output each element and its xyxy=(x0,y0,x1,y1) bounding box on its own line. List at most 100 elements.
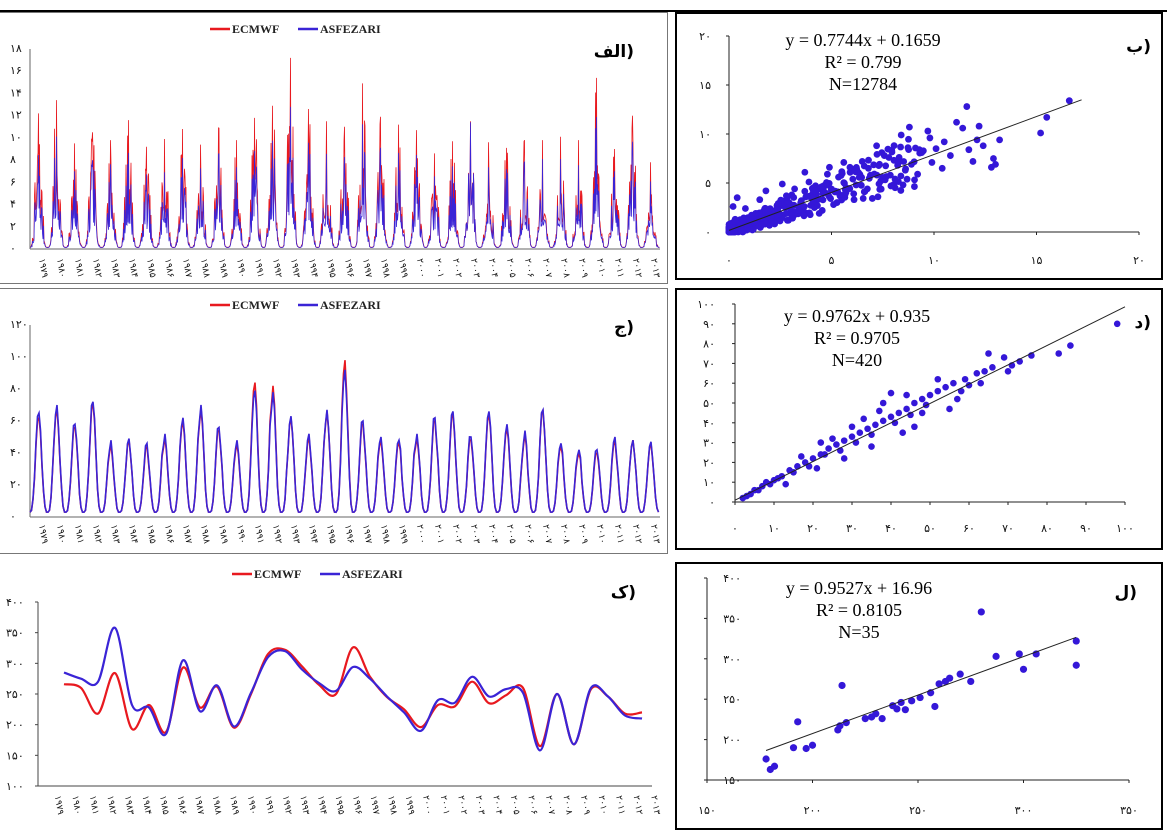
x-tick-label-alef-27: ۲۰۰۶ xyxy=(522,258,535,279)
data-point-dal-8 xyxy=(981,368,988,375)
x-tick-label-alef-32: ۲۰۱۱ xyxy=(612,258,625,279)
x-tick-label-kaf-8: ۱۹۸۷ xyxy=(192,795,205,816)
x-tick-label-alef-31: ۲۰۱۰ xyxy=(594,258,607,279)
data-point-dal-9 xyxy=(973,370,981,377)
x-tick-label-kaf-0: ۱۹۷۹ xyxy=(52,795,65,816)
data-point-lam-33 xyxy=(1072,637,1080,645)
x-tick-label-kaf-28: ۲۰۰۷ xyxy=(543,795,556,816)
data-point-be-21 xyxy=(885,154,893,161)
y-tick-label-je-3: ۶۰ xyxy=(10,414,22,427)
x-tick-label-be-2: ۱۰ xyxy=(928,254,940,267)
data-point-dal-62 xyxy=(829,435,836,442)
y-tick-label-alef-6: ۱۲ xyxy=(10,109,22,122)
data-point-cloud-be xyxy=(888,148,896,156)
x-tick-label-alef-20: ۱۹۹۹ xyxy=(396,258,409,279)
x-tick-label-je-18: ۱۹۹۷ xyxy=(360,524,373,545)
panel-label-alef: الف) xyxy=(594,42,634,62)
x-tick-label-alef-3: ۱۹۸۲ xyxy=(90,258,103,279)
data-point-dal-15 xyxy=(926,391,934,399)
equation-lam: y = 0.9527x + 16.96 xyxy=(786,578,932,598)
data-point-be-18 xyxy=(996,136,1003,144)
x-tick-label-alef-18: ۱۹۹۷ xyxy=(360,258,373,279)
data-point-be-38 xyxy=(733,194,741,202)
x-tick-label-alef-5: ۱۹۸۴ xyxy=(126,258,139,279)
x-tick-label-dal-9: ۹۰ xyxy=(1080,522,1092,535)
x-tick-label-alef-25: ۲۰۰۴ xyxy=(486,258,499,279)
y-tick-label-be-1: ۵ xyxy=(705,177,711,190)
x-tick-label-lam-2: ۲۵۰ xyxy=(909,804,927,817)
data-point-dal-31 xyxy=(840,437,848,444)
data-point-dal-70 xyxy=(782,480,789,488)
y-tick-label-dal-5: ۵۰ xyxy=(703,397,715,410)
data-point-be-20 xyxy=(918,149,926,157)
x-tick-label-kaf-23: ۲۰۰۲ xyxy=(455,795,468,816)
data-point-dal-58 xyxy=(954,395,961,403)
x-tick-label-je-29: ۲۰۰۸ xyxy=(558,524,571,545)
x-tick-label-lam-3: ۳۰۰ xyxy=(1015,804,1033,817)
data-point-cloud-be xyxy=(838,168,846,176)
x-tick-label-alef-29: ۲۰۰۸ xyxy=(558,258,571,279)
x-tick-label-je-13: ۱۹۹۲ xyxy=(270,524,283,545)
x-tick-label-kaf-30: ۲۰۰۹ xyxy=(578,795,591,816)
x-tick-label-alef-2: ۱۹۸۱ xyxy=(72,258,85,279)
data-point-be-36 xyxy=(742,205,749,212)
x-tick-label-alef-4: ۱۹۸۳ xyxy=(108,258,121,279)
data-point-dal-18 xyxy=(911,399,918,407)
legend-label-asfezari-alef: ASFEZARI xyxy=(320,22,381,36)
data-point-lam-14 xyxy=(878,714,886,723)
data-point-dal-12 xyxy=(950,379,957,387)
x-tick-label-je-6: ۱۹۸۵ xyxy=(144,524,157,545)
data-point-cloud-be xyxy=(790,194,798,201)
x-tick-label-be-3: ۱۵ xyxy=(1031,254,1043,267)
data-point-cloud-be xyxy=(897,187,905,194)
data-point-cloud-be xyxy=(849,175,857,183)
data-point-be-48 xyxy=(815,209,823,217)
data-point-dal-2 xyxy=(1055,350,1062,357)
y-tick-label-be-3: ۱۵ xyxy=(699,79,711,92)
x-tick-label-kaf-24: ۲۰۰۳ xyxy=(473,795,486,816)
data-point-cloud-be xyxy=(868,195,876,202)
x-tick-label-alef-28: ۲۰۰۷ xyxy=(540,258,553,279)
x-tick-label-dal-5: ۵۰ xyxy=(924,522,936,535)
x-tick-label-kaf-2: ۱۹۸۱ xyxy=(87,795,100,816)
data-point-lam-5 xyxy=(802,744,810,753)
legend-label-asfezari-kaf: ASFEZARI xyxy=(342,567,403,581)
data-point-dal-1 xyxy=(1067,342,1074,349)
data-point-be-72 xyxy=(752,209,760,217)
data-point-be-29 xyxy=(805,178,813,186)
y-tick-label-kaf-5: ۳۵۰ xyxy=(6,627,24,640)
chart-panel-alef: ۰ ۲ ۴ ۶ ۸ ۱۰ ۱۲ ۱۴ ۱۶ ۱۸ ۱۹۷۹ ۱۹۸۰ ۱۹۸۱ ۱۹۸۲ ۱۹۸۳ ۱۹۸۴ ۱… xyxy=(0,12,668,284)
data-point-be-34 xyxy=(756,196,764,204)
x-tick-label-kaf-5: ۱۹۸۴ xyxy=(140,795,153,816)
top-rule xyxy=(0,10,1167,12)
panel-label-be: ب) xyxy=(1126,37,1151,57)
y-tick-label-dal-7: ۷۰ xyxy=(703,357,715,370)
data-point-lam-30 xyxy=(1015,650,1023,658)
x-tick-label-je-2: ۱۹۸۱ xyxy=(72,524,85,545)
data-point-dal-76 xyxy=(876,407,883,415)
x-tick-label-je-11: ۱۹۹۰ xyxy=(234,524,247,545)
data-point-dal-73 xyxy=(1004,368,1012,375)
x-tick-label-kaf-27: ۲۰۰۶ xyxy=(525,795,538,816)
data-point-be-16 xyxy=(938,164,946,172)
data-point-cloud-be xyxy=(912,144,919,152)
y-tick-label-alef-2: ۴ xyxy=(10,198,16,211)
x-tick-label-alef-19: ۱۹۹۸ xyxy=(378,258,391,279)
y-tick-label-dal-3: ۳۰ xyxy=(703,437,715,450)
x-tick-label-je-28: ۲۰۰۷ xyxy=(540,524,553,545)
data-point-cloud-be xyxy=(895,154,903,161)
y-tick-label-kaf-3: ۲۵۰ xyxy=(6,688,24,701)
x-tick-label-alef-7: ۱۹۸۶ xyxy=(162,258,175,279)
x-tick-label-dal-10: ۱۰۰ xyxy=(1116,522,1134,535)
y-tick-label-je-1: ۲۰ xyxy=(10,478,22,491)
data-point-be-53 xyxy=(801,168,809,176)
y-tick-label-lam-0: ۱۵۰ xyxy=(723,774,741,787)
x-tick-label-alef-34: ۲۰۱۳ xyxy=(648,258,661,279)
data-point-be-7 xyxy=(979,142,987,150)
y-tick-label-lam-3: ۳۰۰ xyxy=(723,653,741,666)
data-point-be-61 xyxy=(834,188,842,196)
x-tick-label-kaf-32: ۲۰۱۱ xyxy=(613,795,626,816)
y-tick-label-be-0: ۰ xyxy=(705,226,711,239)
data-point-lam-34 xyxy=(1072,661,1080,669)
data-point-lam-26 xyxy=(956,670,964,678)
